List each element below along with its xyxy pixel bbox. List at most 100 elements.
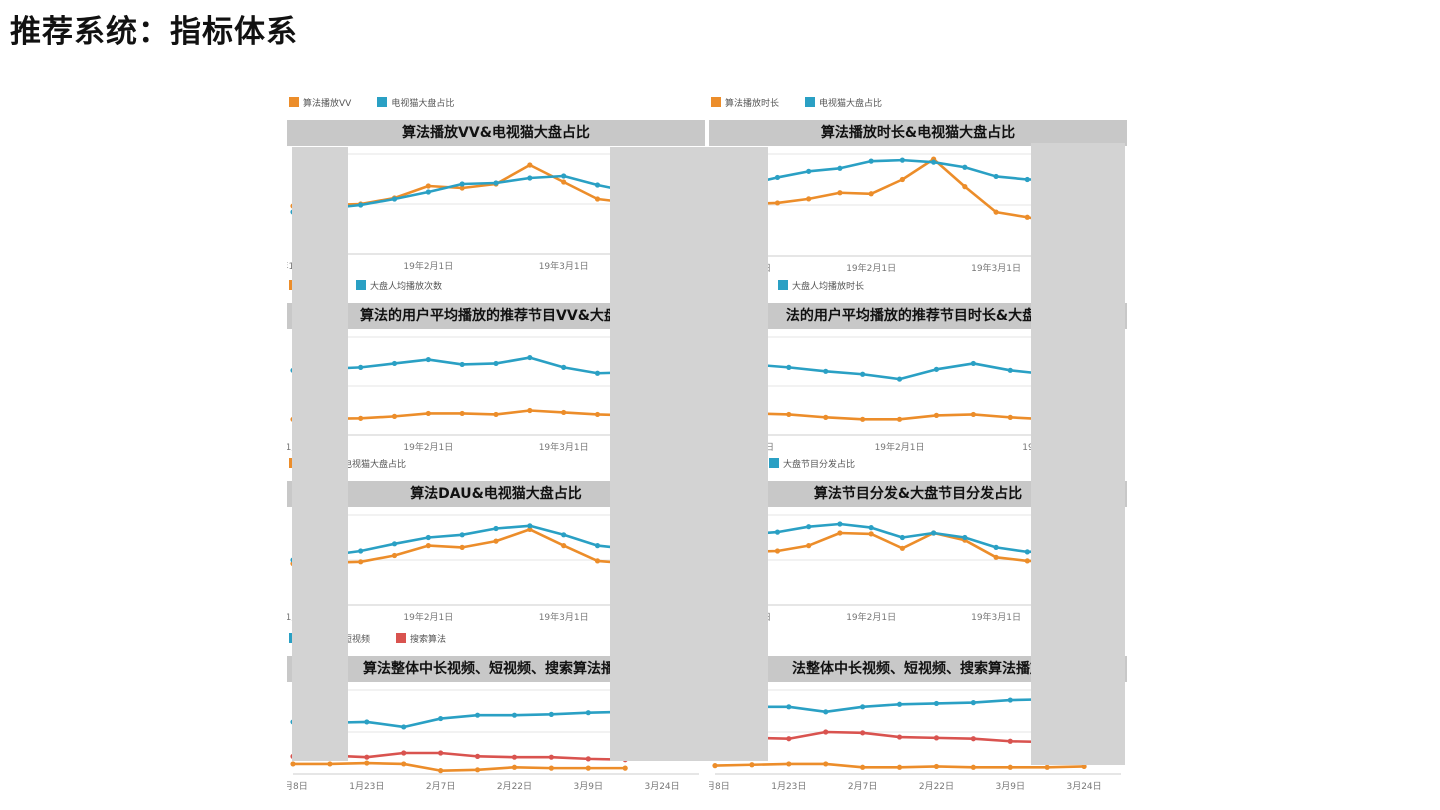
data-point bbox=[899, 534, 905, 541]
data-point bbox=[594, 196, 601, 202]
data-point bbox=[774, 200, 781, 206]
data-point bbox=[837, 521, 843, 527]
x-tick-label: 19年2月1日 bbox=[846, 611, 896, 623]
data-point bbox=[806, 168, 812, 174]
data-point bbox=[837, 165, 843, 171]
data-point bbox=[933, 366, 940, 372]
data-point bbox=[548, 711, 554, 717]
data-point bbox=[493, 525, 499, 532]
legend-label: 搜索算法 bbox=[410, 635, 447, 645]
x-tick-label: 19年2月1日 bbox=[403, 611, 453, 623]
legend-label: 电视猫大盘占比 bbox=[343, 460, 407, 470]
data-point bbox=[425, 410, 431, 417]
data-point bbox=[401, 724, 407, 730]
data-point bbox=[391, 541, 398, 547]
data-point bbox=[561, 173, 567, 179]
data-point bbox=[868, 191, 874, 197]
chart-title: 算法播放VV&电视猫大盘占比 bbox=[287, 120, 705, 146]
legend-label: 电视猫大盘占比 bbox=[391, 99, 455, 109]
data-point bbox=[1081, 763, 1087, 770]
data-point bbox=[358, 559, 364, 565]
data-point bbox=[993, 544, 999, 550]
data-point bbox=[438, 768, 444, 774]
data-point bbox=[1024, 549, 1030, 555]
data-point bbox=[364, 760, 370, 766]
redaction-mask bbox=[610, 147, 768, 761]
data-point bbox=[837, 530, 843, 536]
x-tick-label: 3月24日 bbox=[1066, 781, 1101, 792]
x-tick-label: 19年3月1日 bbox=[539, 260, 589, 272]
data-point bbox=[358, 364, 364, 370]
data-point bbox=[806, 196, 812, 202]
data-point bbox=[823, 368, 829, 374]
x-tick-label: 2月22日 bbox=[497, 781, 532, 792]
data-point bbox=[933, 735, 940, 741]
legend-label: 短视频 bbox=[343, 635, 371, 645]
data-point bbox=[438, 750, 444, 756]
data-point bbox=[594, 182, 601, 188]
legend-swatch bbox=[711, 97, 721, 107]
data-point bbox=[823, 414, 829, 420]
x-tick-label: 19年2月1日 bbox=[403, 260, 453, 272]
data-point bbox=[561, 364, 567, 370]
x-tick-label: 1月8日 bbox=[287, 781, 308, 792]
legend-label: 算法播放VV bbox=[303, 99, 352, 109]
data-point bbox=[474, 712, 481, 718]
slide-title: 推荐系统：指标体系 bbox=[10, 14, 298, 50]
data-point bbox=[786, 736, 792, 742]
data-point bbox=[548, 765, 554, 771]
data-point bbox=[438, 715, 444, 722]
data-point bbox=[823, 709, 829, 715]
data-point bbox=[970, 360, 976, 367]
data-point bbox=[493, 180, 499, 186]
legend: 算法播放VV 电视猫大盘占比 bbox=[289, 96, 480, 112]
data-point bbox=[585, 765, 591, 771]
plot-area: 9年1月1日19年2月1日19年3月1日 bbox=[287, 509, 705, 625]
data-point bbox=[425, 189, 431, 195]
data-point bbox=[358, 415, 364, 421]
data-point bbox=[391, 413, 398, 419]
data-point bbox=[1044, 764, 1050, 770]
data-point bbox=[749, 762, 755, 768]
data-point bbox=[868, 525, 874, 531]
data-point bbox=[774, 548, 781, 554]
legend-swatch bbox=[778, 280, 789, 290]
legend-swatch bbox=[289, 97, 299, 107]
data-point bbox=[459, 181, 465, 187]
data-point bbox=[896, 416, 903, 422]
data-point bbox=[364, 719, 370, 725]
data-point bbox=[970, 736, 976, 742]
series-line bbox=[714, 411, 1085, 422]
x-tick-label: 2月7日 bbox=[848, 781, 877, 792]
data-point bbox=[358, 548, 364, 554]
data-point bbox=[474, 753, 481, 759]
legend-label: 大盘节目分发占比 bbox=[783, 460, 856, 470]
data-point bbox=[860, 764, 866, 770]
data-point bbox=[1024, 214, 1030, 220]
data-point bbox=[933, 700, 940, 707]
legend-item: 搜索算法 bbox=[396, 632, 446, 645]
x-tick-label: 1月23日 bbox=[349, 781, 384, 792]
x-tick-label: 19年3月1日 bbox=[971, 611, 1021, 623]
data-point bbox=[806, 524, 812, 530]
legend-swatch bbox=[356, 280, 367, 290]
data-point bbox=[1007, 367, 1013, 373]
legend-swatch bbox=[805, 97, 816, 107]
data-point bbox=[962, 164, 968, 170]
line-chart: 1月8日 1月23日 2月7日 2月22日 3月9日 3月24日 bbox=[287, 689, 699, 792]
data-point bbox=[1007, 764, 1013, 770]
data-point bbox=[527, 354, 533, 361]
data-point bbox=[561, 543, 567, 549]
data-point bbox=[970, 411, 976, 418]
legend-label: 大盘人均播放次数 bbox=[370, 282, 443, 292]
data-point bbox=[786, 704, 792, 710]
x-tick-label: 2月22日 bbox=[919, 781, 954, 792]
data-point bbox=[585, 710, 591, 716]
legend-item: 大盘人均播放时长 bbox=[778, 279, 864, 292]
data-point bbox=[459, 361, 465, 368]
data-point bbox=[931, 530, 937, 536]
data-point bbox=[527, 407, 533, 414]
legend-label: 算法播放时长 bbox=[725, 99, 780, 109]
series-line bbox=[292, 751, 626, 762]
data-point bbox=[933, 763, 940, 770]
